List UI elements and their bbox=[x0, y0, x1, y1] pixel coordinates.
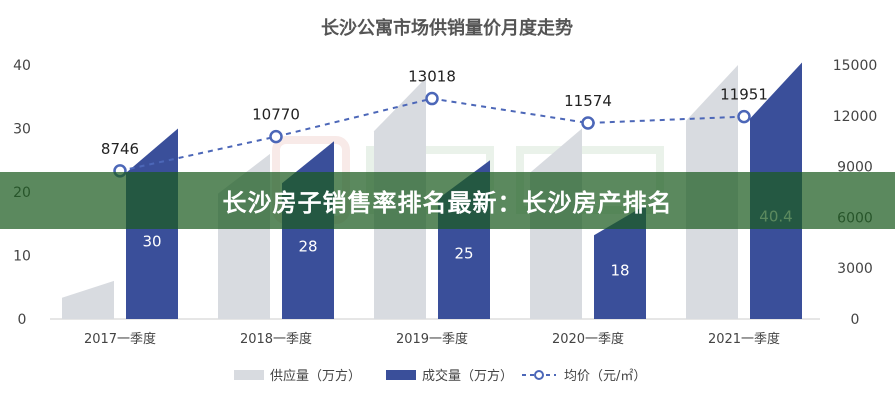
category-label: 2018一季度 bbox=[240, 331, 312, 347]
price-value-label: 11951 bbox=[720, 86, 768, 104]
price-value-label: 10770 bbox=[252, 106, 300, 124]
right-tick-label: 9000 bbox=[837, 160, 873, 176]
left-tick-label: 30 bbox=[13, 122, 31, 138]
supply-bar bbox=[62, 280, 114, 319]
price-line-path bbox=[119, 97, 745, 172]
legend-label-deal: 成交量（万方） bbox=[422, 368, 513, 384]
price-point bbox=[269, 129, 283, 144]
category-label: 2017一季度 bbox=[84, 331, 156, 347]
legend-swatch-supply bbox=[234, 370, 264, 380]
deal-value-label: 30 bbox=[142, 233, 161, 251]
category-label: 2019一季度 bbox=[396, 331, 468, 347]
legend-label-price: 均价（元/㎡） bbox=[564, 369, 646, 384]
legend: 供应量（万方） 成交量（万方） 均价（元/㎡） bbox=[234, 368, 646, 384]
price-point bbox=[581, 116, 595, 130]
x-axis: 2017一季度 2018一季度 2019一季度 2020一季度 2021一季度 bbox=[84, 331, 780, 347]
legend-label-supply: 供应量（万方） bbox=[270, 368, 361, 384]
price-value-label: 11574 bbox=[564, 92, 612, 110]
price-value-label: 8746 bbox=[101, 140, 139, 158]
deal-value-label: 28 bbox=[298, 237, 317, 255]
legend-swatch-deal bbox=[386, 370, 416, 380]
right-tick-label: 12000 bbox=[833, 109, 878, 125]
right-tick-label: 15000 bbox=[833, 58, 878, 74]
right-tick-label: 3000 bbox=[837, 261, 873, 277]
price-point bbox=[737, 109, 751, 124]
left-tick-label: 10 bbox=[13, 249, 31, 265]
deal-bar bbox=[282, 141, 334, 319]
left-tick-label: 0 bbox=[18, 312, 27, 328]
left-tick-label: 40 bbox=[13, 58, 31, 74]
price-line: 8746 10770 13018 11574 11951 bbox=[101, 68, 768, 178]
legend-marker-price bbox=[534, 370, 544, 380]
price-point bbox=[425, 91, 439, 106]
banner-text: 长沙房子销售率排名最新：长沙房产排名 bbox=[222, 189, 673, 217]
deal-bar bbox=[594, 204, 646, 319]
title-banner: 长沙房子销售率排名最新：长沙房产排名 bbox=[0, 172, 895, 229]
price-value-label: 13018 bbox=[408, 68, 456, 86]
deal-value-label: 25 bbox=[454, 245, 473, 263]
deal-value-label: 18 bbox=[610, 262, 629, 280]
chart-title: 长沙公寓市场供销量价月度走势 bbox=[321, 17, 573, 39]
right-tick-label: 0 bbox=[851, 312, 860, 328]
category-label: 2020一季度 bbox=[552, 331, 624, 347]
category-label: 2021一季度 bbox=[708, 331, 780, 347]
